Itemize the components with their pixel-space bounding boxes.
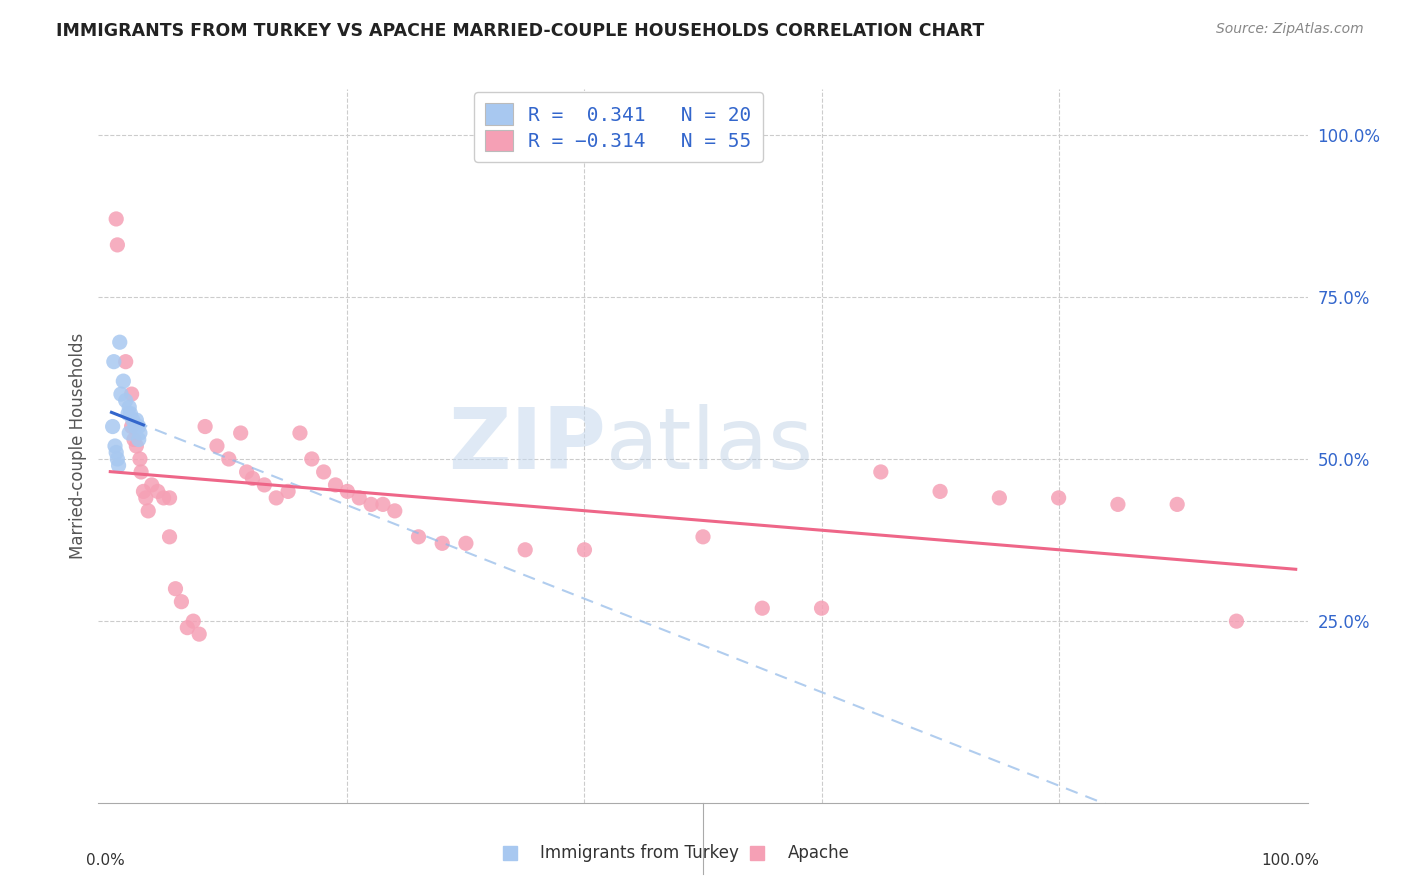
Point [121,387,143,401]
Point [152,491,174,505]
Point [129,465,152,479]
Point [408,530,430,544]
Point [371,497,394,511]
Point [242,471,264,485]
Point [122,433,145,447]
Point [103,354,125,368]
Point [288,425,311,440]
Point [159,530,181,544]
Point [277,484,299,499]
Point [360,497,382,511]
Point [176,621,198,635]
Point [229,425,252,440]
Point [432,536,454,550]
Y-axis label: Married-couple Households: Married-couple Households [69,333,87,559]
Text: ZIP: ZIP [449,404,606,488]
Text: atlas: atlas [606,404,814,488]
Point [104,439,127,453]
Point [132,484,155,499]
Point [165,582,187,596]
Point [105,445,128,459]
Point [1047,491,1070,505]
Point [118,400,141,414]
Point [112,374,135,388]
Point [253,478,276,492]
Point [135,491,157,505]
Point [194,419,217,434]
Point [125,439,148,453]
Point [988,491,1011,505]
Point [146,484,169,499]
Point [325,478,347,492]
Point [110,387,132,401]
Point [107,458,129,473]
Point [384,504,406,518]
Text: 0.0%: 0.0% [86,853,125,868]
Point [159,491,181,505]
Text: Immigrants from Turkey: Immigrants from Turkey [540,844,738,862]
Point [141,478,163,492]
Point [170,595,193,609]
Point [117,407,139,421]
Point [121,419,143,434]
Point [218,452,240,467]
Point [810,601,832,615]
Text: Apache: Apache [787,844,849,862]
Point [205,439,228,453]
Text: IMMIGRANTS FROM TURKEY VS APACHE MARRIED-COUPLE HOUSEHOLDS CORRELATION CHART: IMMIGRANTS FROM TURKEY VS APACHE MARRIED… [56,22,984,40]
Point [105,238,128,252]
Point [101,419,124,434]
Point [136,504,159,518]
Point [118,425,141,440]
Point [1166,497,1188,511]
Point [108,335,131,350]
Point [347,491,370,505]
Point [336,484,359,499]
Point [114,354,136,368]
Point [301,452,323,467]
Point [105,452,128,467]
Legend: R =  0.341   N = 20, R = −0.314   N = 55: R = 0.341 N = 20, R = −0.314 N = 55 [474,92,763,162]
Point [128,419,150,434]
Point [692,530,714,544]
Point [125,413,148,427]
Point [129,452,152,467]
Point [751,601,773,615]
Point [114,393,136,408]
Point [1225,614,1247,628]
Point [515,542,537,557]
Point [929,484,952,499]
Point [128,433,150,447]
Point [1107,497,1129,511]
Point [454,536,477,550]
Point [574,542,596,557]
Point [120,407,142,421]
Point [124,419,146,434]
Point [869,465,891,479]
Point [312,465,335,479]
Point [188,627,211,641]
Point [105,211,128,226]
Text: Source: ZipAtlas.com: Source: ZipAtlas.com [1216,22,1364,37]
Text: 100.0%: 100.0% [1261,853,1320,868]
Point [235,465,257,479]
Point [129,425,152,440]
Point [121,413,143,427]
Point [181,614,204,628]
Point [264,491,287,505]
